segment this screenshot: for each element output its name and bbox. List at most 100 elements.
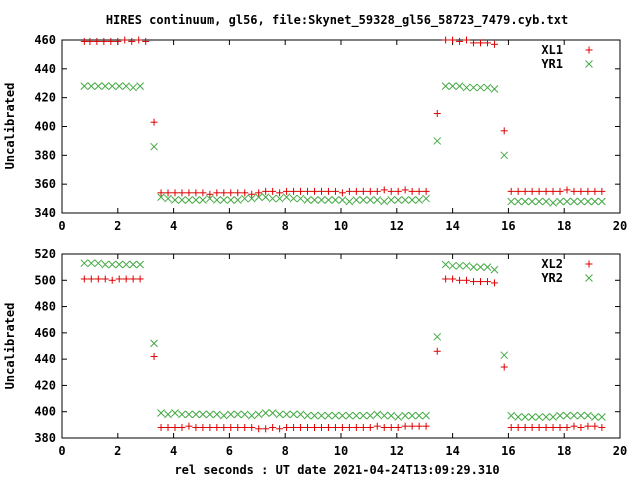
data-point-yr1 — [373, 196, 382, 204]
data-point-xl2 — [129, 275, 137, 283]
data-point-yr2 — [401, 411, 410, 420]
data-point-xl1 — [598, 187, 606, 195]
data-point-yr1 — [366, 196, 375, 204]
data-point-yr1 — [345, 197, 354, 206]
data-point-yr2 — [514, 413, 523, 421]
x-tick-label: 10 — [334, 219, 348, 233]
data-point-yr1 — [462, 83, 471, 92]
y-tick-label: 520 — [34, 247, 56, 261]
data-point-yr2 — [247, 411, 256, 420]
data-point-xl1 — [380, 186, 388, 194]
data-point-yr2 — [483, 263, 492, 271]
data-point-yr1 — [80, 82, 89, 90]
data-point-xl2 — [373, 422, 381, 430]
data-point-xl2 — [577, 423, 585, 431]
data-point-xl2 — [449, 275, 457, 283]
data-point-xl2 — [283, 423, 291, 431]
legend-marker-yr2 — [585, 274, 593, 282]
data-point-yr1 — [408, 196, 416, 204]
top-y-axis-label: Uncalibrated — [3, 83, 17, 170]
bottom-data-points — [80, 259, 606, 433]
data-point-yr2 — [289, 410, 298, 419]
data-point-xl1 — [192, 189, 200, 197]
data-point-xl1 — [373, 187, 381, 195]
data-point-yr1 — [577, 197, 585, 206]
data-point-xl2 — [521, 423, 529, 431]
data-point-xl1 — [470, 39, 478, 47]
data-point-yr2 — [556, 411, 564, 420]
data-point-xl2 — [387, 423, 395, 431]
data-point-yr1 — [275, 194, 284, 203]
y-tick-label: 440 — [34, 62, 56, 76]
data-point-yr2 — [157, 409, 165, 417]
data-point-yr1 — [507, 197, 516, 206]
data-point-xl1 — [121, 36, 129, 44]
data-point-yr2 — [324, 411, 333, 420]
data-point-yr1 — [563, 197, 571, 206]
legend-marker-yr1 — [585, 60, 593, 68]
data-point-xl1 — [521, 187, 529, 195]
data-point-yr2 — [317, 411, 326, 420]
data-point-xl1 — [269, 187, 277, 195]
y-tick-label: 460 — [34, 326, 56, 340]
y-tick-label: 340 — [34, 206, 56, 220]
data-point-yr2 — [415, 411, 423, 420]
data-point-xl1 — [171, 189, 179, 197]
data-point-xl2 — [108, 276, 116, 284]
legend-marker-xl2 — [585, 260, 593, 268]
data-point-xl1 — [456, 37, 464, 45]
data-point-xl1 — [433, 110, 441, 118]
data-point-xl1 — [483, 39, 491, 47]
data-point-xl1 — [142, 37, 150, 45]
data-point-yr2 — [535, 413, 543, 421]
y-tick-label: 380 — [34, 431, 56, 445]
data-point-xl1 — [199, 189, 207, 197]
data-point-xl1 — [556, 187, 564, 195]
data-point-xl1 — [310, 187, 318, 195]
data-point-yr2 — [528, 413, 536, 421]
data-point-xl2 — [433, 347, 441, 355]
data-point-xl1 — [331, 187, 339, 195]
data-point-yr1 — [192, 196, 200, 204]
data-point-xl1 — [422, 187, 430, 195]
data-point-yr1 — [185, 196, 193, 204]
data-point-yr1 — [455, 82, 464, 90]
data-point-xl2 — [408, 422, 416, 430]
data-point-yr2 — [240, 410, 249, 419]
legend-label-xl2: XL2 — [541, 257, 563, 271]
data-point-yr1 — [514, 197, 523, 206]
x-tick-label: 20 — [613, 219, 627, 233]
data-point-xl1 — [359, 187, 367, 195]
data-point-yr1 — [549, 199, 557, 207]
y-tick-label: 400 — [34, 120, 56, 134]
top-legend: XL1 YR1 — [541, 43, 593, 71]
data-point-xl1 — [514, 187, 522, 195]
data-point-yr1 — [199, 196, 207, 204]
data-point-xl2 — [178, 423, 186, 431]
data-point-yr2 — [122, 260, 131, 269]
data-point-yr1 — [240, 194, 249, 203]
data-point-xl1 — [549, 187, 557, 195]
data-point-yr2 — [448, 261, 457, 270]
data-point-yr1 — [490, 85, 499, 93]
data-point-xl2 — [269, 423, 277, 431]
x-tick-label: 10 — [334, 444, 348, 458]
x-tick-label: 2 — [114, 219, 121, 233]
data-point-xl2 — [164, 423, 172, 431]
data-point-xl1 — [507, 187, 515, 195]
top-data-points — [80, 36, 606, 207]
data-point-xl2 — [584, 422, 592, 430]
y-tick-label: 420 — [34, 378, 56, 392]
data-point-xl1 — [304, 187, 312, 195]
data-point-yr1 — [422, 194, 430, 203]
data-point-yr1 — [94, 82, 103, 90]
data-point-xl2 — [394, 423, 402, 431]
y-tick-label: 380 — [34, 148, 56, 162]
data-point-yr2 — [507, 411, 516, 420]
data-point-xl2 — [87, 275, 95, 283]
data-point-yr1 — [226, 196, 235, 204]
data-point-xl2 — [171, 423, 179, 431]
data-point-xl1 — [394, 187, 402, 195]
data-point-xl1 — [185, 189, 193, 197]
